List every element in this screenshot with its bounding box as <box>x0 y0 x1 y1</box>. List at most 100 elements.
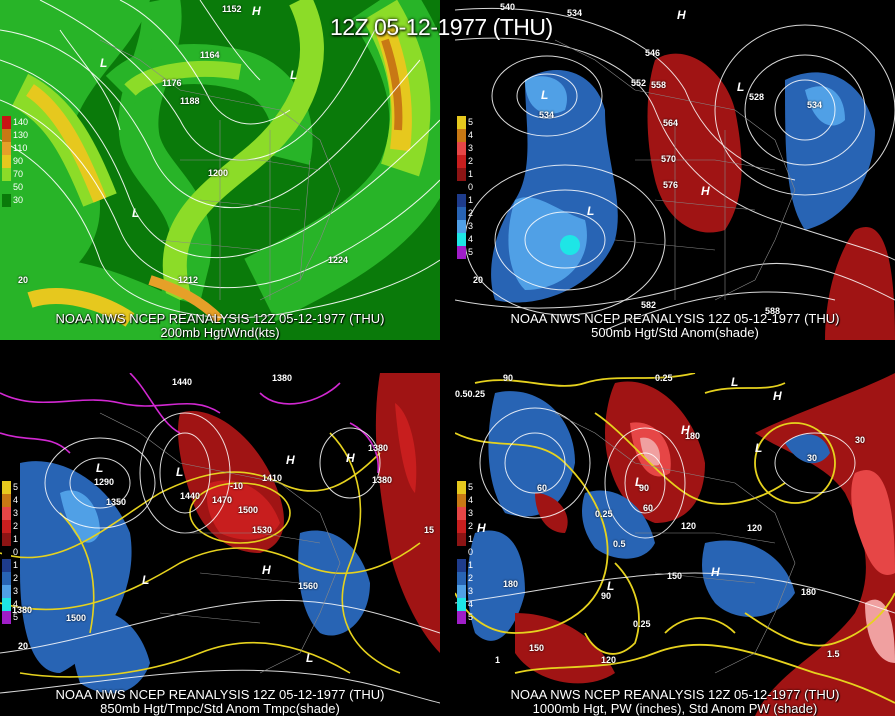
legend-swatch <box>2 611 11 624</box>
low-pressure-symbol: L <box>176 465 184 479</box>
panel-caption-field: 1000mb Hgt, PW (inches), Std Anom PW (sh… <box>532 701 818 716</box>
contour-label: -10 <box>230 481 244 491</box>
contour-label: 1470 <box>212 495 233 505</box>
legend-label: 3 <box>468 221 474 231</box>
contour-label: 1500 <box>238 505 259 515</box>
contour-label: 552 <box>631 78 647 88</box>
legend-swatch <box>2 546 11 559</box>
legend-swatch <box>2 116 11 129</box>
panel-caption-field: 500mb Hgt/Std Anom(shade) <box>591 325 759 340</box>
low-pressure-symbol: L <box>96 461 104 475</box>
low-pressure-symbol: L <box>142 573 150 587</box>
high-pressure-symbol: H <box>711 565 720 579</box>
panel-caption-source: NOAA NWS NCEP REANALYSIS 12Z 05-12-1977 … <box>510 311 840 326</box>
legend-swatch <box>2 129 11 142</box>
legend-swatch <box>457 155 466 168</box>
legend-label: 2 <box>13 521 19 531</box>
legend-swatch <box>457 572 466 585</box>
legend-swatch <box>457 246 466 259</box>
contour-label: 90 <box>601 591 612 601</box>
legend-swatch <box>457 233 466 246</box>
contour-label: 1410 <box>262 473 283 483</box>
legend-swatch <box>457 520 466 533</box>
legend-swatch <box>457 220 466 233</box>
panel-caption-source: NOAA NWS NCEP REANALYSIS 12Z 05-12-1977 … <box>510 687 840 702</box>
contour-label: 1224 <box>328 255 349 265</box>
low-pressure-symbol: L <box>587 204 595 218</box>
contour-label: 20 <box>18 275 29 285</box>
legend-swatch <box>2 585 11 598</box>
contour-label: 1212 <box>178 275 199 285</box>
contour-label: 120 <box>747 523 763 533</box>
legend-label: 1 <box>13 534 19 544</box>
legend-label: 4 <box>468 495 474 505</box>
legend-std-anomaly: 5 4 3 2 1 0 1 2 3 4 5 <box>457 116 479 259</box>
contour-label: 0.5 <box>613 539 626 549</box>
legend-swatch <box>2 155 11 168</box>
panel-500mb-anomaly: 5 4 3 2 1 0 1 2 3 4 5 NOAA NWS NCEP REANALYSIS 12Z… <box>455 0 895 340</box>
legend-label: 3 <box>468 143 474 153</box>
legend-label: 5 <box>13 482 19 492</box>
contour-label: 180 <box>685 431 701 441</box>
high-pressure-symbol: H <box>252 4 261 18</box>
contour-label: 534 <box>539 110 555 120</box>
contour-label: 20 <box>473 275 484 285</box>
legend-swatch <box>457 181 466 194</box>
contour-label: 1380 <box>12 605 33 615</box>
contour-label: 20 <box>18 641 29 651</box>
high-pressure-symbol: H <box>477 521 486 535</box>
legend-swatch <box>2 572 11 585</box>
legend-std-anomaly: 5 4 3 2 1 0 1 2 3 4 5 <box>457 481 479 624</box>
contour-label: 540 <box>500 2 516 12</box>
legend-swatch <box>2 481 11 494</box>
contour-label: 1290 <box>94 477 115 487</box>
contour-label: 1152 <box>222 4 242 14</box>
pw-anomaly-shading <box>455 373 895 716</box>
contour-label: 150 <box>667 571 683 581</box>
low-pressure-symbol: L <box>607 579 615 593</box>
contour-label: 1176 <box>162 78 182 88</box>
legend-label: 5 <box>468 117 474 127</box>
contour-label: 1500 <box>66 613 87 623</box>
low-pressure-symbol: L <box>755 441 763 455</box>
legend-swatch <box>2 507 11 520</box>
high-pressure-symbol: H <box>677 8 686 22</box>
legend-swatch <box>457 129 466 142</box>
legend-label: 2 <box>468 521 474 531</box>
legend-label: 130 <box>13 130 29 140</box>
legend-label: 0 <box>13 547 19 557</box>
low-pressure-symbol: L <box>635 475 643 489</box>
legend-label: 5 <box>468 247 474 257</box>
legend-label: 1 <box>468 195 474 205</box>
high-pressure-symbol: H <box>773 389 782 403</box>
legend-label: 3 <box>468 586 474 596</box>
legend-label: 30 <box>13 195 24 205</box>
panel-caption-field: 200mb Hgt/Wnd(kts) <box>160 325 280 340</box>
legend-wind-speed: 140 130 110 90 70 50 30 <box>2 116 28 207</box>
contour-label: 1200 <box>208 168 229 178</box>
contour-label: 0.25 <box>595 509 613 519</box>
contour-label: 1530 <box>252 525 273 535</box>
legend-swatch <box>457 546 466 559</box>
contour-label: 1.5 <box>827 649 840 659</box>
legend-label: 2 <box>468 208 474 218</box>
legend-label: 2 <box>13 573 19 583</box>
legend-label: 5 <box>13 612 19 622</box>
contour-label: 1380 <box>272 373 293 383</box>
contour-label: 0.25 <box>655 373 673 383</box>
legend-label: 140 <box>13 117 29 127</box>
legend-label: 3 <box>468 508 474 518</box>
legend-label: 50 <box>13 182 24 192</box>
contour-label: 534 <box>567 8 583 18</box>
contour-label: 1440 <box>172 377 193 387</box>
legend-swatch <box>2 181 11 194</box>
legend-label: 110 <box>13 143 28 153</box>
panel-1000mb-precip-water: 5 4 3 2 1 0 1 2 3 4 5 NOAA NWS NCEP REANALYSIS 12Z… <box>455 373 895 716</box>
low-pressure-symbol: L <box>541 88 549 102</box>
contour-label: 1440 <box>180 491 201 501</box>
contour-label: 546 <box>645 48 661 58</box>
legend-label: 5 <box>468 612 474 622</box>
contour-label: 588 <box>765 306 781 316</box>
legend-swatch <box>2 598 11 611</box>
